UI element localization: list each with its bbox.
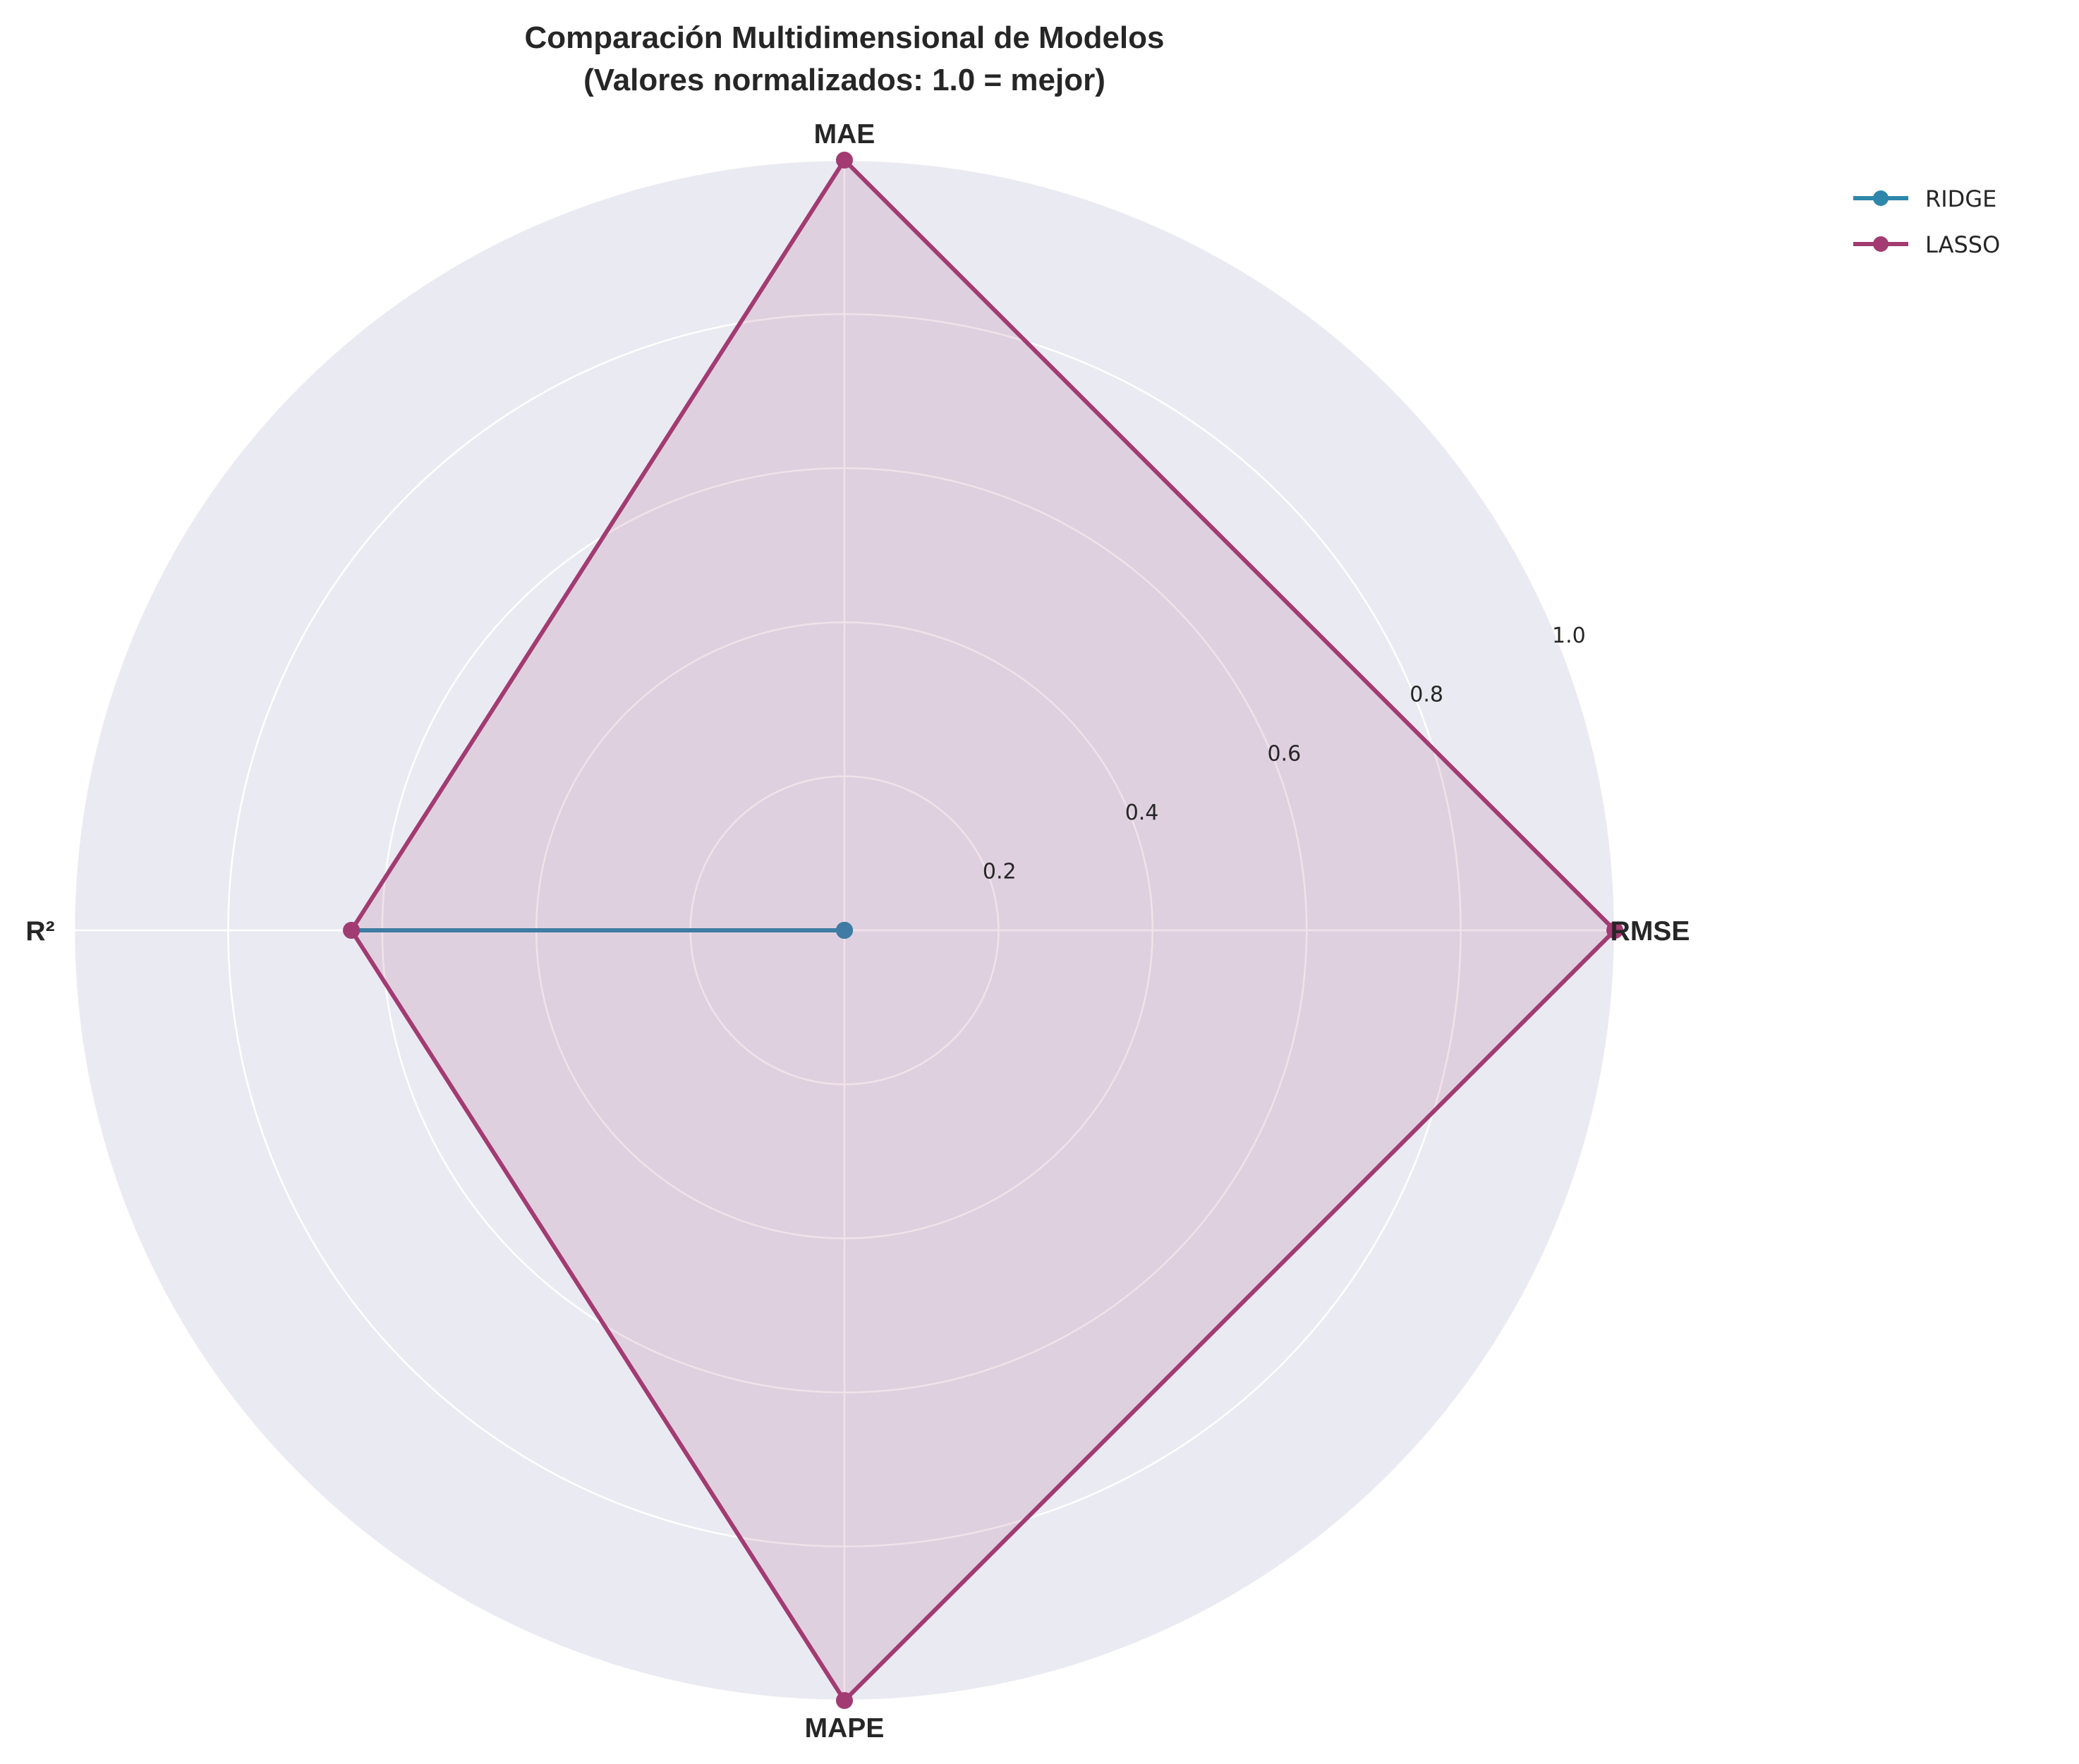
legend-label-lasso: LASSO (1925, 231, 2000, 258)
legend: RIDGE LASSO (1853, 185, 2000, 258)
r-tick-label-1: 0.4 (1125, 801, 1159, 825)
axis-label-1: MAE (814, 119, 875, 150)
legend-marker-ridge (1873, 190, 1889, 206)
r-tick-label-2: 0.6 (1267, 741, 1301, 766)
series-point-lasso-2 (343, 922, 360, 939)
r-tick-label-4: 1.0 (1552, 624, 1586, 648)
legend-marker-lasso (1873, 236, 1889, 252)
series-point-lasso-3 (836, 1692, 853, 1709)
chart-title: Comparación Multidimensional de Modelos (525, 20, 1165, 55)
plot-area: 0.2 0.4 0.6 0.8 1.0 RMSE MAE R² MAPE (25, 119, 1690, 1744)
series-point-lasso-1 (836, 152, 853, 169)
r-tick-label-3: 0.8 (1410, 683, 1443, 707)
series-fill-lasso (351, 160, 1616, 1701)
chart-subtitle: (Valores normalizados: 1.0 = mejor) (583, 63, 1105, 97)
series-point-lasso-0 (1606, 922, 1623, 939)
r-tick-label-0: 0.2 (983, 859, 1017, 884)
series-point-ridge-3 (836, 922, 853, 939)
axis-label-0: RMSE (1611, 916, 1690, 947)
axis-label-3: MAPE (805, 1713, 885, 1744)
axis-label-2: R² (25, 916, 54, 947)
legend-label-ridge: RIDGE (1925, 185, 1996, 212)
